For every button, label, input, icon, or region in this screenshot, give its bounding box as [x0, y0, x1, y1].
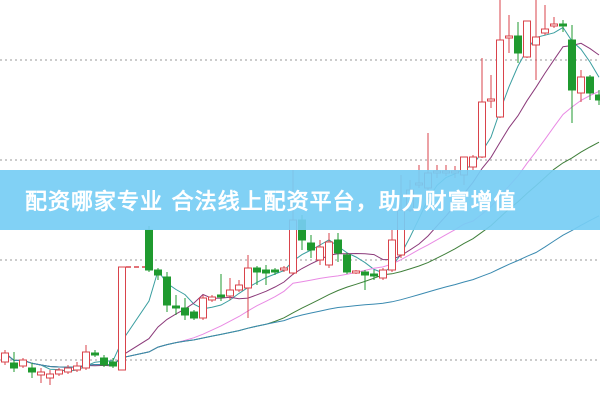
- candle-up: [469, 156, 477, 168]
- candle-down: [595, 94, 600, 101]
- candle-up: [523, 20, 531, 58]
- candle-up: [244, 267, 252, 289]
- candle-up: [379, 269, 387, 279]
- candle-up: [55, 369, 63, 375]
- candle-down: [217, 294, 225, 298]
- banner-text: 配资哪家专业 合法线上配资平台，助力财富增值: [25, 190, 517, 215]
- candle-up: [577, 76, 585, 94]
- candle-down: [100, 357, 108, 366]
- candle-up: [280, 267, 288, 271]
- candle-down: [253, 267, 261, 273]
- candle-up: [550, 23, 558, 27]
- candle-down: [361, 271, 369, 276]
- candle-up: [37, 371, 45, 376]
- candle-down: [514, 35, 522, 54]
- candle-up: [316, 246, 324, 261]
- candle-down: [28, 367, 36, 373]
- candle-up: [46, 373, 54, 379]
- candle-up: [487, 98, 495, 102]
- candle-down: [10, 362, 18, 369]
- candle-down: [172, 305, 180, 309]
- candle-down: [163, 276, 171, 306]
- candle-up: [64, 367, 72, 373]
- candle-up: [532, 36, 540, 46]
- banner: 配资哪家专业 合法线上配资平台，助力财富增值: [0, 170, 600, 230]
- candle-up: [1, 352, 9, 363]
- candle-up: [352, 270, 360, 274]
- candle-up: [388, 239, 396, 271]
- candle-down: [145, 229, 153, 271]
- candle-up: [235, 284, 243, 291]
- candle-down: [262, 269, 270, 274]
- candle-up: [118, 266, 126, 371]
- candle-down: [190, 311, 198, 319]
- candle-down: [370, 273, 378, 277]
- candle-down: [307, 242, 315, 251]
- candle-up: [208, 296, 216, 301]
- candle-up: [325, 241, 333, 266]
- candle-down: [586, 76, 594, 94]
- candle-down: [109, 361, 117, 367]
- candle-down: [271, 269, 279, 273]
- candle-up: [19, 359, 27, 367]
- candle-down: [343, 254, 351, 273]
- candle-up: [73, 365, 81, 371]
- candle-up: [505, 35, 513, 39]
- candle-down: [181, 307, 189, 316]
- candle-up: [541, 28, 549, 34]
- candle-up: [199, 297, 207, 319]
- candle-up: [478, 101, 486, 158]
- candle-down: [91, 352, 99, 356]
- candle-down: [568, 39, 576, 91]
- candle-down: [559, 23, 567, 27]
- candle-up: [82, 351, 90, 369]
- candle-down: [334, 239, 342, 254]
- candle-up: [226, 289, 234, 297]
- candle-down: [154, 269, 162, 276]
- candle-up: [496, 39, 504, 118]
